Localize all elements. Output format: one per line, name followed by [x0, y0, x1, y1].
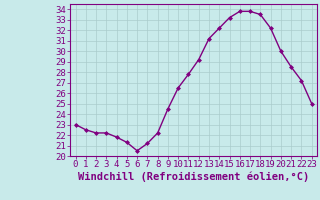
- X-axis label: Windchill (Refroidissement éolien,°C): Windchill (Refroidissement éolien,°C): [78, 172, 309, 182]
